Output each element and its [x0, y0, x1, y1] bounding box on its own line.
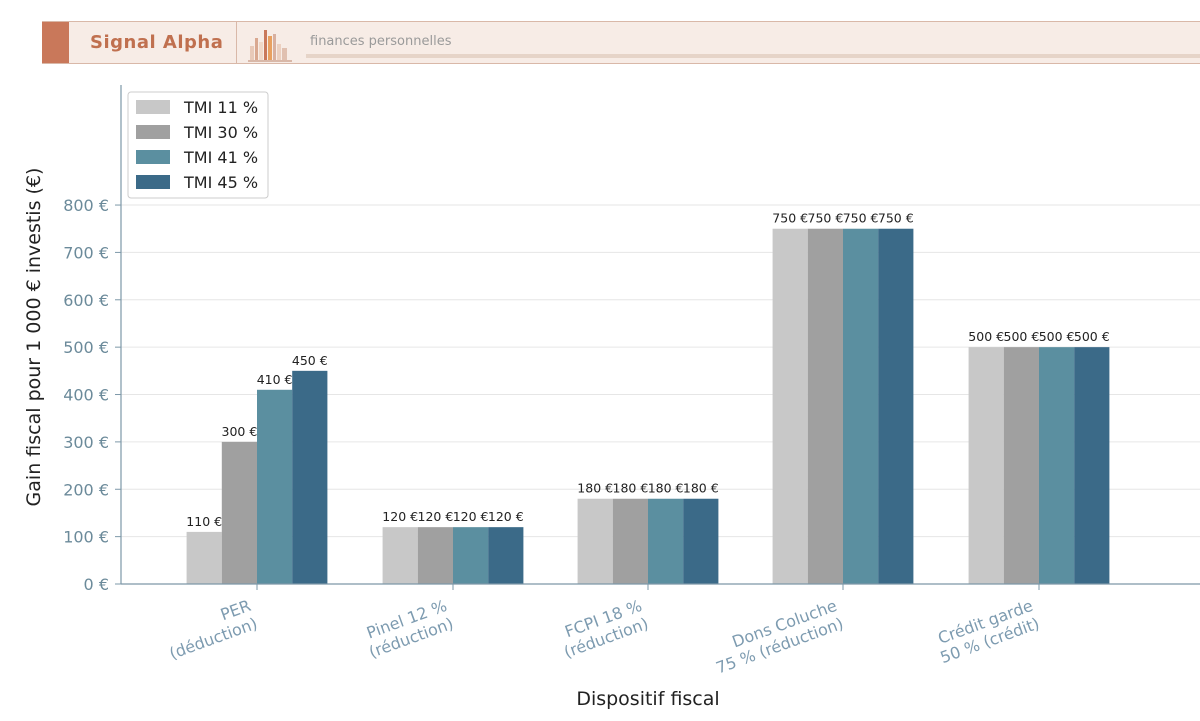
- y-tick-label: 500 €: [63, 338, 109, 357]
- bar: [1003, 347, 1039, 584]
- bar: [807, 228, 843, 584]
- y-tick-label: 300 €: [63, 433, 109, 452]
- bar: [417, 527, 453, 584]
- y-axis-title: Gain fiscal pour 1 000 € investis (€): [23, 168, 45, 507]
- bar-value-label: 110 €: [186, 514, 222, 529]
- legend-swatch: [136, 175, 170, 189]
- legend-swatch: [136, 125, 170, 139]
- legend-label: TMI 11 %: [183, 98, 258, 117]
- bar: [878, 228, 914, 584]
- bar-value-label: 120 €: [382, 509, 418, 524]
- bar-value-label: 750 €: [772, 211, 808, 226]
- city-skyline-icon: [248, 30, 292, 62]
- banner-divider: [236, 22, 237, 63]
- legend-label: TMI 30 %: [183, 123, 258, 142]
- bar-value-label: 410 €: [257, 372, 293, 387]
- bar-value-label: 300 €: [222, 424, 258, 439]
- bar-value-label: 180 €: [648, 481, 684, 496]
- x-category-label: PER(déduction): [167, 596, 260, 663]
- tagline: finances personnelles: [310, 34, 452, 49]
- tagline-rule: [306, 54, 1200, 58]
- bars: [186, 228, 1110, 584]
- bar-value-label: 500 €: [1074, 329, 1110, 344]
- y-tick-label: 400 €: [63, 386, 109, 405]
- x-categories: PER(déduction) Pinel 12 %(réduction) FCPI …: [167, 584, 1042, 678]
- x-axis-title: Dispositif fiscal: [576, 688, 719, 710]
- bar: [292, 370, 328, 584]
- bar-value-label: 500 €: [1039, 329, 1075, 344]
- bar-value-label: 750 €: [843, 211, 879, 226]
- bar: [488, 527, 524, 584]
- y-tick-label: 100 €: [63, 528, 109, 547]
- y-tick-label: 200 €: [63, 480, 109, 499]
- legend-label: TMI 45 %: [183, 173, 258, 192]
- bar: [453, 527, 489, 584]
- brand-name[interactable]: Signal Alpha: [90, 32, 224, 53]
- bar-value-label: 180 €: [683, 481, 719, 496]
- bar-value-label: 120 €: [453, 509, 489, 524]
- bar: [843, 228, 879, 584]
- legend: TMI 11 % TMI 30 % TMI 41 % TMI 45 %: [127, 91, 269, 199]
- bar-value-label: 750 €: [808, 211, 844, 226]
- legend-swatch: [136, 150, 170, 164]
- bar: [648, 498, 684, 584]
- bar-value-label: 500 €: [968, 329, 1004, 344]
- bar-value-label: 500 €: [1004, 329, 1040, 344]
- x-category-label: Pinel 12 %(réduction): [364, 596, 456, 662]
- bar-value-label: 120 €: [488, 509, 524, 524]
- bar: [772, 228, 808, 584]
- bar: [612, 498, 648, 584]
- bar: [221, 441, 257, 584]
- y-ticks: 0 € 100 € 200 € 300 € 400 € 500 € 600 € 700 € 80…: [63, 196, 121, 594]
- bar: [1039, 347, 1075, 584]
- bar: [1074, 347, 1110, 584]
- legend-swatch: [136, 100, 170, 114]
- bar-value-label: 180 €: [577, 481, 613, 496]
- bar-value-label: 450 €: [292, 353, 328, 368]
- site-banner: Signal Alpha finances personnelles: [42, 21, 1200, 64]
- bar: [257, 389, 293, 584]
- legend-label: TMI 41 %: [183, 148, 258, 167]
- bar-value-label: 750 €: [878, 211, 914, 226]
- bar: [382, 527, 418, 584]
- y-tick-label: 700 €: [63, 243, 109, 262]
- bar: [577, 498, 613, 584]
- legend-frame: [127, 91, 269, 199]
- y-tick-label: 0 €: [84, 575, 109, 594]
- bar-chart: 110 € 120 € 180 € 750 € 500 € 300 € 120 € 180 €…: [23, 85, 1200, 710]
- x-category-line: (déduction): [167, 614, 260, 663]
- brand-accent-block: [42, 22, 69, 63]
- bar: [186, 531, 222, 584]
- bar-value-label: 120 €: [418, 509, 454, 524]
- y-tick-label: 600 €: [63, 291, 109, 310]
- axes: [120, 85, 1200, 585]
- y-tick-label: 800 €: [63, 196, 109, 215]
- x-category-label: FCPI 18 %(réduction): [561, 596, 650, 662]
- bar: [683, 498, 719, 584]
- value-labels: 110 € 120 € 180 € 750 € 500 € 300 € 120 € 180 €…: [186, 211, 1109, 529]
- bar: [968, 347, 1004, 584]
- bar-value-label: 180 €: [613, 481, 649, 496]
